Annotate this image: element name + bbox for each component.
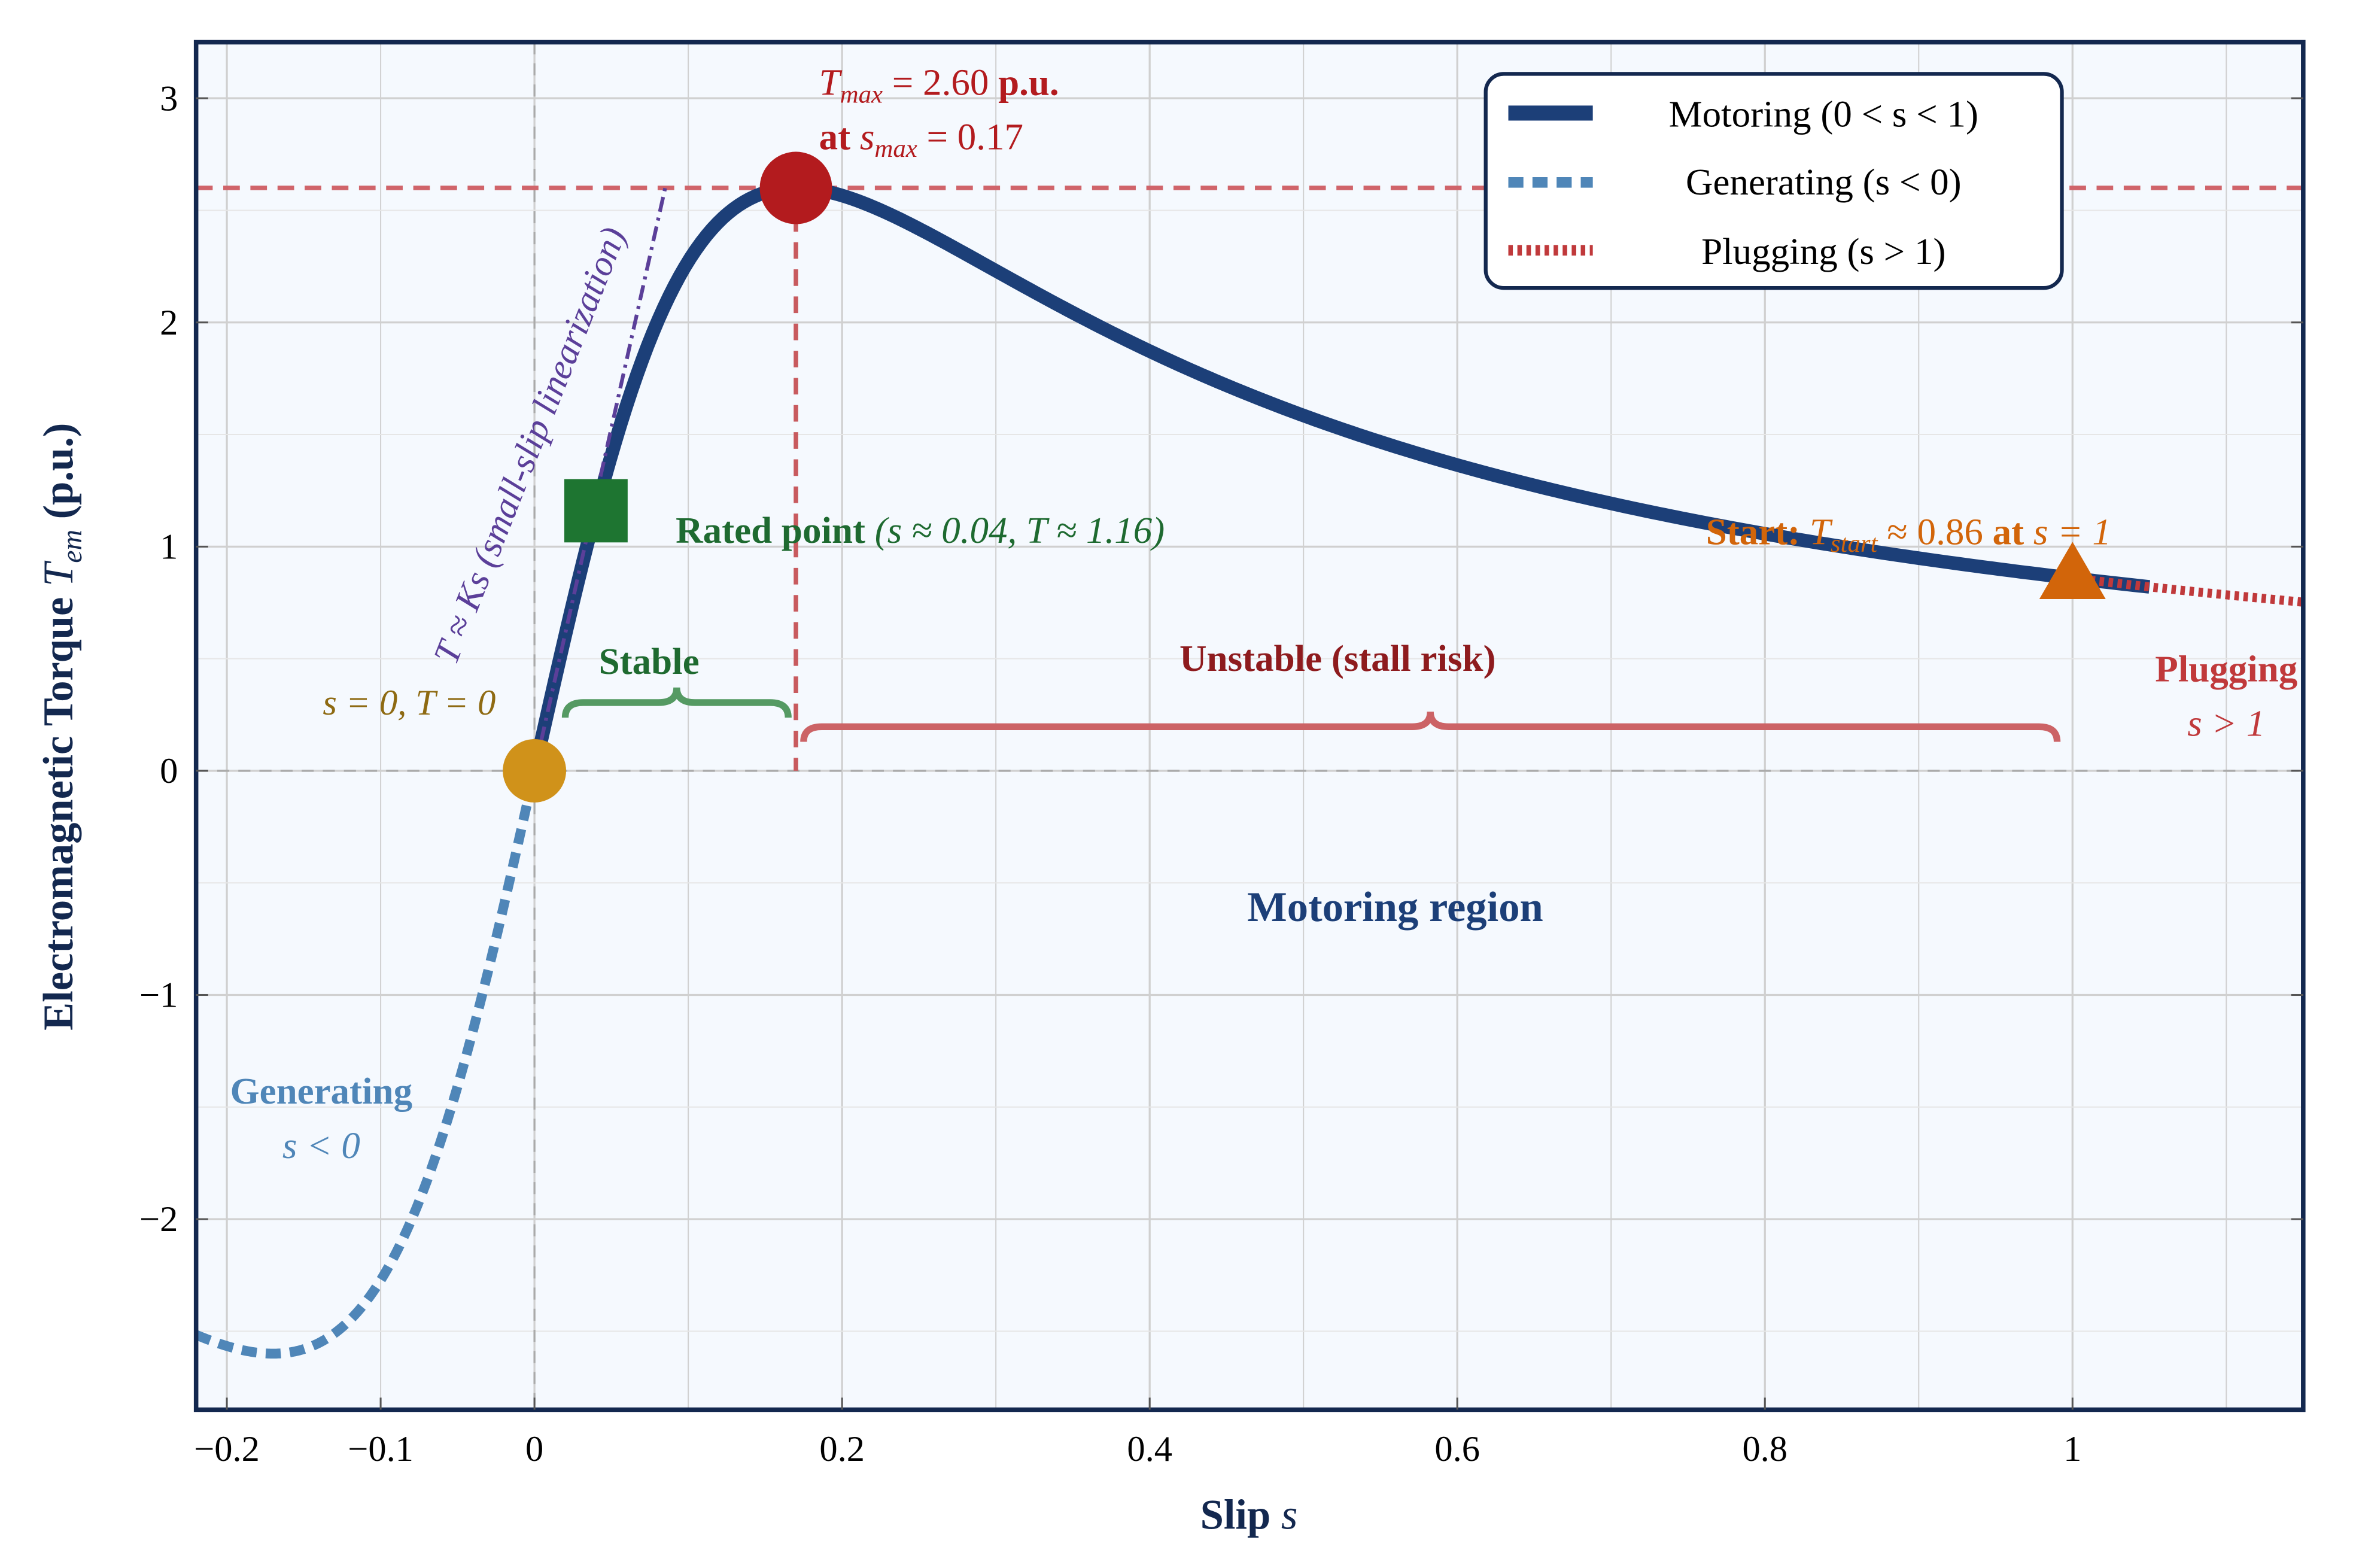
y-tick-label: 1 — [160, 527, 178, 567]
start-slip: s = 1 — [2033, 510, 2111, 552]
y-axis-label-symbol: T — [35, 560, 82, 587]
tstart-symbol: T — [1810, 510, 1833, 552]
y-tick-label: −1 — [139, 976, 178, 1016]
motoring-region-annotation: Motoring region — [1247, 884, 1543, 931]
smax-prefix: at — [819, 116, 860, 157]
legend: Motoring (0 < s < 1) Generating (s < 0) … — [1483, 72, 2064, 290]
plugging-sub-annotation: s > 1 — [2187, 702, 2265, 744]
tmax-symbol: T — [819, 62, 843, 104]
linearization-line — [533, 187, 667, 771]
legend-label-plugging: Plugging (s > 1) — [1701, 230, 1945, 272]
tstart-subscript: start — [1831, 530, 1878, 558]
smax-subscript: max — [874, 135, 917, 163]
tmax-annotation-line2: at smax = 0.17 — [819, 116, 1023, 163]
tmax-marker — [759, 151, 832, 224]
y-axis-label-text: Electromagnetic Torque — [35, 587, 82, 1031]
y-tick-label: 0 — [160, 751, 178, 791]
stable-annotation: Stable — [599, 640, 700, 682]
unstable-annotation: Unstable (stall risk) — [1179, 637, 1496, 679]
generating-sub-annotation: s < 0 — [282, 1125, 360, 1166]
start-annotation: Start: Tstart ≈ 0.86 at s = 1 — [1706, 510, 2111, 558]
tmax-value: = 2.60 — [883, 62, 998, 104]
tmax-annotation-line1: Tmax = 2.60 p.u. — [819, 62, 1059, 109]
rated-point-values: (s ≈ 0.04, T ≈ 1.16) — [875, 509, 1165, 551]
reference-lines — [196, 186, 2303, 771]
tmax-unit: p.u. — [998, 62, 1059, 104]
x-tick-label: 0 — [525, 1429, 543, 1469]
tmax-subscript: max — [840, 80, 883, 108]
x-tick-label: 0.2 — [819, 1429, 865, 1469]
x-tick-label: 0.8 — [1742, 1429, 1787, 1469]
start-at: at — [1993, 510, 2033, 552]
braces — [561, 687, 2061, 742]
generating-annotation: Generating — [230, 1070, 412, 1112]
plugging-annotation: Plugging — [2155, 648, 2297, 690]
rated-point-marker — [564, 479, 628, 543]
rated-point-title: Rated point — [676, 509, 875, 551]
x-tick-label: 1 — [2063, 1429, 2081, 1469]
origin-marker — [503, 739, 567, 803]
unstable-brace — [800, 711, 2061, 742]
generating-curve — [192, 770, 540, 1359]
origin-annotation: s = 0, T = 0 — [323, 683, 495, 723]
y-axis-label: Electromagnetic Torque Tem (p.u.) — [35, 423, 88, 1031]
smax-symbol: s — [860, 116, 875, 157]
legend-box — [1483, 72, 2064, 290]
legend-label-motoring: Motoring (0 < s < 1) — [1669, 93, 1978, 135]
x-tick-label: 0.6 — [1434, 1429, 1480, 1469]
y-tick-label: −2 — [139, 1199, 178, 1239]
tstart-value: ≈ 0.86 — [1878, 510, 1993, 552]
x-axis-label-text: Slip — [1200, 1492, 1281, 1539]
x-tick-label: 0.4 — [1127, 1429, 1172, 1469]
start-title: Start: — [1706, 510, 1810, 552]
y-tick-label: 3 — [160, 78, 178, 118]
start-marker — [2039, 542, 2106, 600]
plot-frame — [193, 39, 2306, 1412]
stable-brace — [561, 687, 792, 718]
axis-ticks: −0.2 −0.1 0 0.2 0.4 0.6 0.8 1 −2 −1 0 1 2 3 — [139, 78, 2303, 1469]
x-axis-label-symbol: s — [1281, 1492, 1297, 1539]
x-tick-label: −0.2 — [194, 1429, 260, 1469]
y-axis-label-subscript: em — [56, 530, 88, 563]
y-axis-label-unit: (p.u.) — [35, 423, 82, 530]
markers — [503, 151, 2106, 803]
x-tick-label: −0.1 — [348, 1429, 414, 1469]
plugging-curve — [2069, 573, 2308, 607]
smax-value: = 0.17 — [917, 116, 1023, 157]
rated-point-annotation: Rated point (s ≈ 0.04, T ≈ 1.16) — [676, 509, 1165, 551]
y-tick-label: 2 — [160, 303, 178, 343]
legend-label-generating: Generating (s < 0) — [1686, 161, 1962, 203]
x-axis-label: Slip s — [1200, 1492, 1298, 1539]
